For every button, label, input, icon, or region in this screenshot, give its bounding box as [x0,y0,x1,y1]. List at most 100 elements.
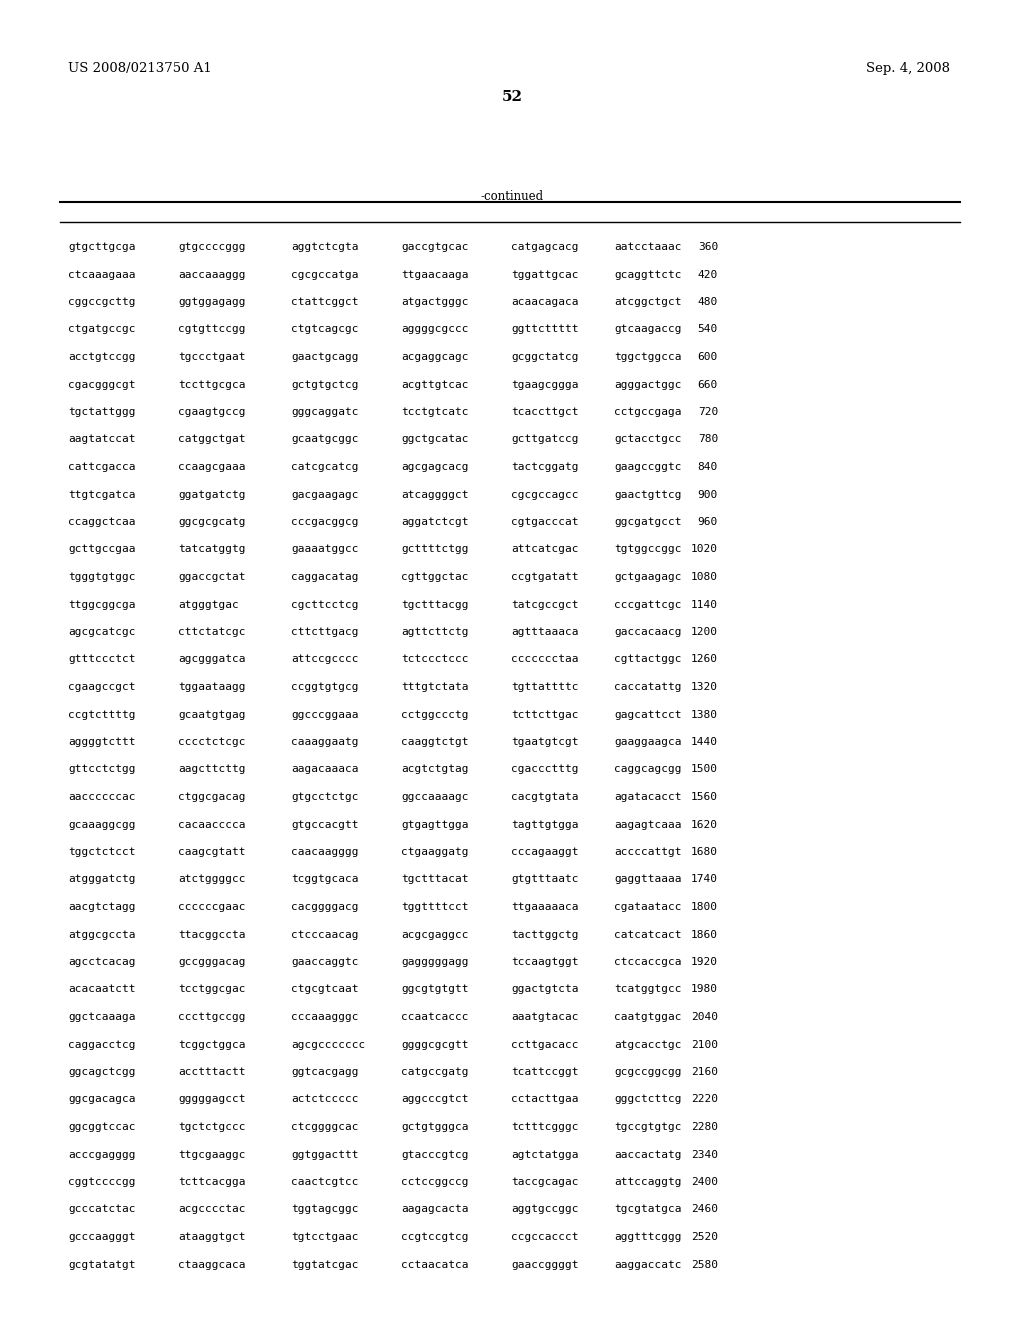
Text: 2220: 2220 [691,1094,718,1105]
Text: 900: 900 [697,490,718,499]
Text: tgggtgtggc: tgggtgtggc [68,572,135,582]
Text: ggactgtcta: ggactgtcta [511,985,579,994]
Text: cctgccgaga: cctgccgaga [614,407,682,417]
Text: 960: 960 [697,517,718,527]
Text: gtgcctctgc: gtgcctctgc [291,792,358,803]
Text: ccgccaccct: ccgccaccct [511,1232,579,1242]
Text: 2460: 2460 [691,1204,718,1214]
Text: gcaggttctc: gcaggttctc [614,269,682,280]
Text: cacggggacg: cacggggacg [291,902,358,912]
Text: agcctcacag: agcctcacag [68,957,135,968]
Text: tactcggatg: tactcggatg [511,462,579,473]
Text: ctaaggcaca: ctaaggcaca [178,1259,246,1270]
Text: 1680: 1680 [691,847,718,857]
Text: gtgtttaatc: gtgtttaatc [511,874,579,884]
Text: gaaccggggt: gaaccggggt [511,1259,579,1270]
Text: ccgtcttttg: ccgtcttttg [68,710,135,719]
Text: acgttgtcac: acgttgtcac [401,380,469,389]
Text: 1800: 1800 [691,902,718,912]
Text: gaactgcagg: gaactgcagg [291,352,358,362]
Text: 780: 780 [697,434,718,445]
Text: acccgagggg: acccgagggg [68,1150,135,1159]
Text: atcggctgct: atcggctgct [614,297,682,308]
Text: gcttgccgaa: gcttgccgaa [68,544,135,554]
Text: 1500: 1500 [691,764,718,775]
Text: caggcagcgg: caggcagcgg [614,764,682,775]
Text: agcgagcacg: agcgagcacg [401,462,469,473]
Text: cttctatcgc: cttctatcgc [178,627,246,638]
Text: cctaacatca: cctaacatca [401,1259,469,1270]
Text: ctgtcagcgc: ctgtcagcgc [291,325,358,334]
Text: ctgatgccgc: ctgatgccgc [68,325,135,334]
Text: cattcgacca: cattcgacca [68,462,135,473]
Text: 1200: 1200 [691,627,718,638]
Text: gaccacaacg: gaccacaacg [614,627,682,638]
Text: 480: 480 [697,297,718,308]
Text: tggtatcgac: tggtatcgac [291,1259,358,1270]
Text: tgctctgccc: tgctctgccc [178,1122,246,1133]
Text: cgaagccgct: cgaagccgct [68,682,135,692]
Text: tcttcttgac: tcttcttgac [511,710,579,719]
Text: cggccgcttg: cggccgcttg [68,297,135,308]
Text: 1020: 1020 [691,544,718,554]
Text: aggcccgtct: aggcccgtct [401,1094,469,1105]
Text: ggggcgcgtt: ggggcgcgtt [401,1040,469,1049]
Text: gtacccgtcg: gtacccgtcg [401,1150,469,1159]
Text: atctggggcc: atctggggcc [178,874,246,884]
Text: tgaatgtcgt: tgaatgtcgt [511,737,579,747]
Text: tgccgtgtgc: tgccgtgtgc [614,1122,682,1133]
Text: gtttccctct: gtttccctct [68,655,135,664]
Text: cgcttcctcg: cgcttcctcg [291,599,358,610]
Text: tgctattggg: tgctattggg [68,407,135,417]
Text: aggtctcgta: aggtctcgta [291,242,358,252]
Text: cccgattcgc: cccgattcgc [614,599,682,610]
Text: ttgtcgatca: ttgtcgatca [68,490,135,499]
Text: ccccccgaac: ccccccgaac [178,902,246,912]
Text: 420: 420 [697,269,718,280]
Text: agcgggatca: agcgggatca [178,655,246,664]
Text: ggcccggaaa: ggcccggaaa [291,710,358,719]
Text: cggtccccgg: cggtccccgg [68,1177,135,1187]
Text: tggctctcct: tggctctcct [68,847,135,857]
Text: 660: 660 [697,380,718,389]
Text: 1260: 1260 [691,655,718,664]
Text: ctcccaacag: ctcccaacag [291,929,358,940]
Text: gttcctctgg: gttcctctgg [68,764,135,775]
Text: atgactgggc: atgactgggc [401,297,469,308]
Text: gctacctgcc: gctacctgcc [614,434,682,445]
Text: aaccactatg: aaccactatg [614,1150,682,1159]
Text: cgcgccagcc: cgcgccagcc [511,490,579,499]
Text: gtgccccggg: gtgccccggg [178,242,246,252]
Text: agcgccccccc: agcgccccccc [291,1040,366,1049]
Text: aggatctcgt: aggatctcgt [401,517,469,527]
Text: 720: 720 [697,407,718,417]
Text: actctccccc: actctccccc [291,1094,358,1105]
Text: gggggagcct: gggggagcct [178,1094,246,1105]
Text: tcaccttgct: tcaccttgct [511,407,579,417]
Text: ccaagcgaaa: ccaagcgaaa [178,462,246,473]
Text: cccgacggcg: cccgacggcg [291,517,358,527]
Text: aggtttcggg: aggtttcggg [614,1232,682,1242]
Text: gcggctatcg: gcggctatcg [511,352,579,362]
Text: cccctctcgc: cccctctcgc [178,737,246,747]
Text: 600: 600 [697,352,718,362]
Text: gtgccacgtt: gtgccacgtt [291,820,358,829]
Text: ccttgacacc: ccttgacacc [511,1040,579,1049]
Text: gcttttctgg: gcttttctgg [401,544,469,554]
Text: agttcttctg: agttcttctg [401,627,469,638]
Text: ttgaacaaga: ttgaacaaga [401,269,469,280]
Text: agtctatgga: agtctatgga [511,1150,579,1159]
Text: aaggaccatc: aaggaccatc [614,1259,682,1270]
Text: ggatgatctg: ggatgatctg [178,490,246,499]
Text: atgggtgac: atgggtgac [178,599,239,610]
Text: cccagaaggt: cccagaaggt [511,847,579,857]
Text: acaacagaca: acaacagaca [511,297,579,308]
Text: ggtggagagg: ggtggagagg [178,297,246,308]
Text: Sep. 4, 2008: Sep. 4, 2008 [866,62,950,75]
Text: gaaccaggtc: gaaccaggtc [291,957,358,968]
Text: gaagccggtc: gaagccggtc [614,462,682,473]
Text: aggtgccggc: aggtgccggc [511,1204,579,1214]
Text: gctgaagagc: gctgaagagc [614,572,682,582]
Text: ttggcggcga: ttggcggcga [68,599,135,610]
Text: ctcaaagaaa: ctcaaagaaa [68,269,135,280]
